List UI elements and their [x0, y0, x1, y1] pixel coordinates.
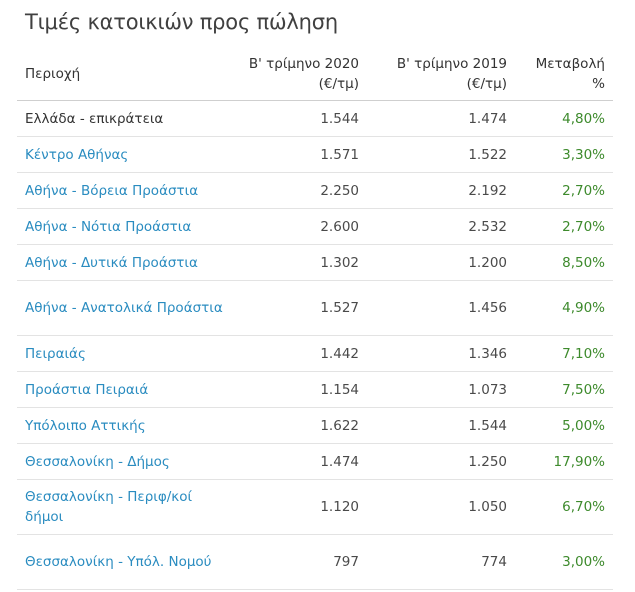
- price-2019-cell: 1.544: [367, 407, 515, 444]
- price-2020-cell: 2.250: [233, 172, 367, 209]
- price-2020-cell: 1.571: [233, 136, 367, 173]
- prices-table: Περιοχή Β' τρίμηνο 2020 (€/τμ) Β' τρίμην…: [17, 48, 613, 590]
- region-link[interactable]: Προάστια Πειραιά: [17, 371, 233, 408]
- change-cell: 4,80%: [515, 100, 613, 137]
- page-title: Τιμές κατοικιών προς πώληση: [25, 10, 338, 34]
- table-row: Θεσσαλονίκη - Περιφ/κοί δήμοι 1.120 1.05…: [17, 479, 613, 535]
- table-row: Αθήνα - Ανατολικά Προάστια 1.527 1.456 4…: [17, 280, 613, 336]
- table-row: Κέντρο Αθήνας 1.571 1.522 3,30%: [17, 136, 613, 173]
- table-row: Θεσσαλονίκη - Δήμος 1.474 1.250 17,90%: [17, 443, 613, 480]
- price-2019-cell: 1.050: [367, 479, 515, 535]
- change-cell: 5,00%: [515, 407, 613, 444]
- change-cell: 6,70%: [515, 479, 613, 535]
- region-link[interactable]: Αθήνα - Ανατολικά Προάστια: [17, 280, 233, 336]
- price-2019-cell: 2.532: [367, 208, 515, 245]
- price-2020-cell: 1.474: [233, 443, 367, 480]
- change-cell: 3,30%: [515, 136, 613, 173]
- price-2019-cell: 1.073: [367, 371, 515, 408]
- price-2020-cell: 1.120: [233, 479, 367, 535]
- table-header-row: Περιοχή Β' τρίμηνο 2020 (€/τμ) Β' τρίμην…: [17, 48, 613, 101]
- price-2020-cell: 797: [233, 534, 367, 590]
- header-region: Περιοχή: [17, 48, 233, 101]
- change-cell: 17,90%: [515, 443, 613, 480]
- region-link[interactable]: Αθήνα - Δυτικά Προάστια: [17, 244, 233, 281]
- price-2020-cell: 2.600: [233, 208, 367, 245]
- table-row: Προάστια Πειραιά 1.154 1.073 7,50%: [17, 371, 613, 408]
- header-q2-2019: Β' τρίμηνο 2019 (€/τμ): [367, 48, 515, 101]
- region-link[interactable]: Θεσσαλονίκη - Δήμος: [17, 443, 233, 480]
- header-q2-2020: Β' τρίμηνο 2020 (€/τμ): [233, 48, 367, 101]
- price-2019-cell: 1.250: [367, 443, 515, 480]
- region-link[interactable]: Θεσσαλονίκη - Υπόλ. Νομού: [17, 534, 233, 590]
- table-row: Αθήνα - Νότια Προάστια 2.600 2.532 2,70%: [17, 208, 613, 245]
- region-link[interactable]: Θεσσαλονίκη - Περιφ/κοί δήμοι: [17, 479, 233, 535]
- table-row: Αθήνα - Δυτικά Προάστια 1.302 1.200 8,50…: [17, 244, 613, 281]
- change-cell: 2,70%: [515, 172, 613, 209]
- change-cell: 4,90%: [515, 280, 613, 336]
- price-2019-cell: 1.474: [367, 100, 515, 137]
- price-2019-cell: 2.192: [367, 172, 515, 209]
- header-change: Μεταβολή %: [515, 48, 613, 101]
- price-2020-cell: 1.154: [233, 371, 367, 408]
- price-2020-cell: 1.544: [233, 100, 367, 137]
- change-cell: 2,70%: [515, 208, 613, 245]
- table-row: Αθήνα - Βόρεια Προάστια 2.250 2.192 2,70…: [17, 172, 613, 209]
- price-2020-cell: 1.302: [233, 244, 367, 281]
- table-row: Πειραιάς 1.442 1.346 7,10%: [17, 335, 613, 372]
- region-link[interactable]: Πειραιάς: [17, 335, 233, 372]
- price-2019-cell: 1.522: [367, 136, 515, 173]
- table-row: Θεσσαλονίκη - Υπόλ. Νομού 797 774 3,00%: [17, 534, 613, 590]
- price-2019-cell: 1.456: [367, 280, 515, 336]
- region-cell: Ελλάδα - επικράτεια: [17, 100, 233, 137]
- change-cell: 7,10%: [515, 335, 613, 372]
- price-2019-cell: 774: [367, 534, 515, 590]
- region-link[interactable]: Αθήνα - Νότια Προάστια: [17, 208, 233, 245]
- change-cell: 3,00%: [515, 534, 613, 590]
- price-2020-cell: 1.442: [233, 335, 367, 372]
- table-row: Ελλάδα - επικράτεια 1.544 1.474 4,80%: [17, 100, 613, 137]
- table-row: Υπόλοιπο Αττικής 1.622 1.544 5,00%: [17, 407, 613, 444]
- price-2020-cell: 1.527: [233, 280, 367, 336]
- region-link[interactable]: Αθήνα - Βόρεια Προάστια: [17, 172, 233, 209]
- price-2019-cell: 1.346: [367, 335, 515, 372]
- change-cell: 8,50%: [515, 244, 613, 281]
- region-link[interactable]: Κέντρο Αθήνας: [17, 136, 233, 173]
- change-cell: 7,50%: [515, 371, 613, 408]
- price-2019-cell: 1.200: [367, 244, 515, 281]
- price-2020-cell: 1.622: [233, 407, 367, 444]
- region-link[interactable]: Υπόλοιπο Αττικής: [17, 407, 233, 444]
